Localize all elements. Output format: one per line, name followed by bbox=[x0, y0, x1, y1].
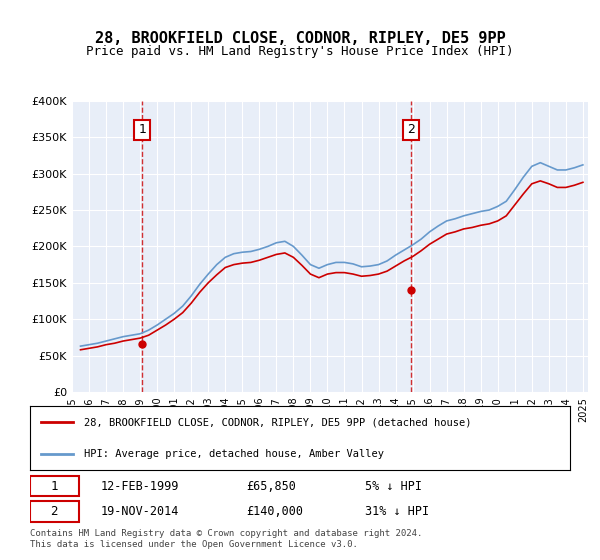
Text: 28, BROOKFIELD CLOSE, CODNOR, RIPLEY, DE5 9PP (detached house): 28, BROOKFIELD CLOSE, CODNOR, RIPLEY, DE… bbox=[84, 417, 472, 427]
FancyBboxPatch shape bbox=[30, 476, 79, 496]
Text: 5% ↓ HPI: 5% ↓ HPI bbox=[365, 480, 422, 493]
Text: 1: 1 bbox=[50, 480, 58, 493]
Text: 2: 2 bbox=[50, 505, 58, 518]
Text: 28, BROOKFIELD CLOSE, CODNOR, RIPLEY, DE5 9PP: 28, BROOKFIELD CLOSE, CODNOR, RIPLEY, DE… bbox=[95, 31, 505, 46]
Text: 1: 1 bbox=[138, 123, 146, 137]
Text: £140,000: £140,000 bbox=[246, 505, 303, 518]
Text: £65,850: £65,850 bbox=[246, 480, 296, 493]
Text: HPI: Average price, detached house, Amber Valley: HPI: Average price, detached house, Ambe… bbox=[84, 449, 384, 459]
FancyBboxPatch shape bbox=[30, 501, 79, 521]
Text: Contains HM Land Registry data © Crown copyright and database right 2024.
This d: Contains HM Land Registry data © Crown c… bbox=[30, 529, 422, 549]
Text: 2: 2 bbox=[407, 123, 415, 137]
Text: 31% ↓ HPI: 31% ↓ HPI bbox=[365, 505, 429, 518]
Text: Price paid vs. HM Land Registry's House Price Index (HPI): Price paid vs. HM Land Registry's House … bbox=[86, 45, 514, 58]
Text: 12-FEB-1999: 12-FEB-1999 bbox=[100, 480, 179, 493]
Text: 19-NOV-2014: 19-NOV-2014 bbox=[100, 505, 179, 518]
